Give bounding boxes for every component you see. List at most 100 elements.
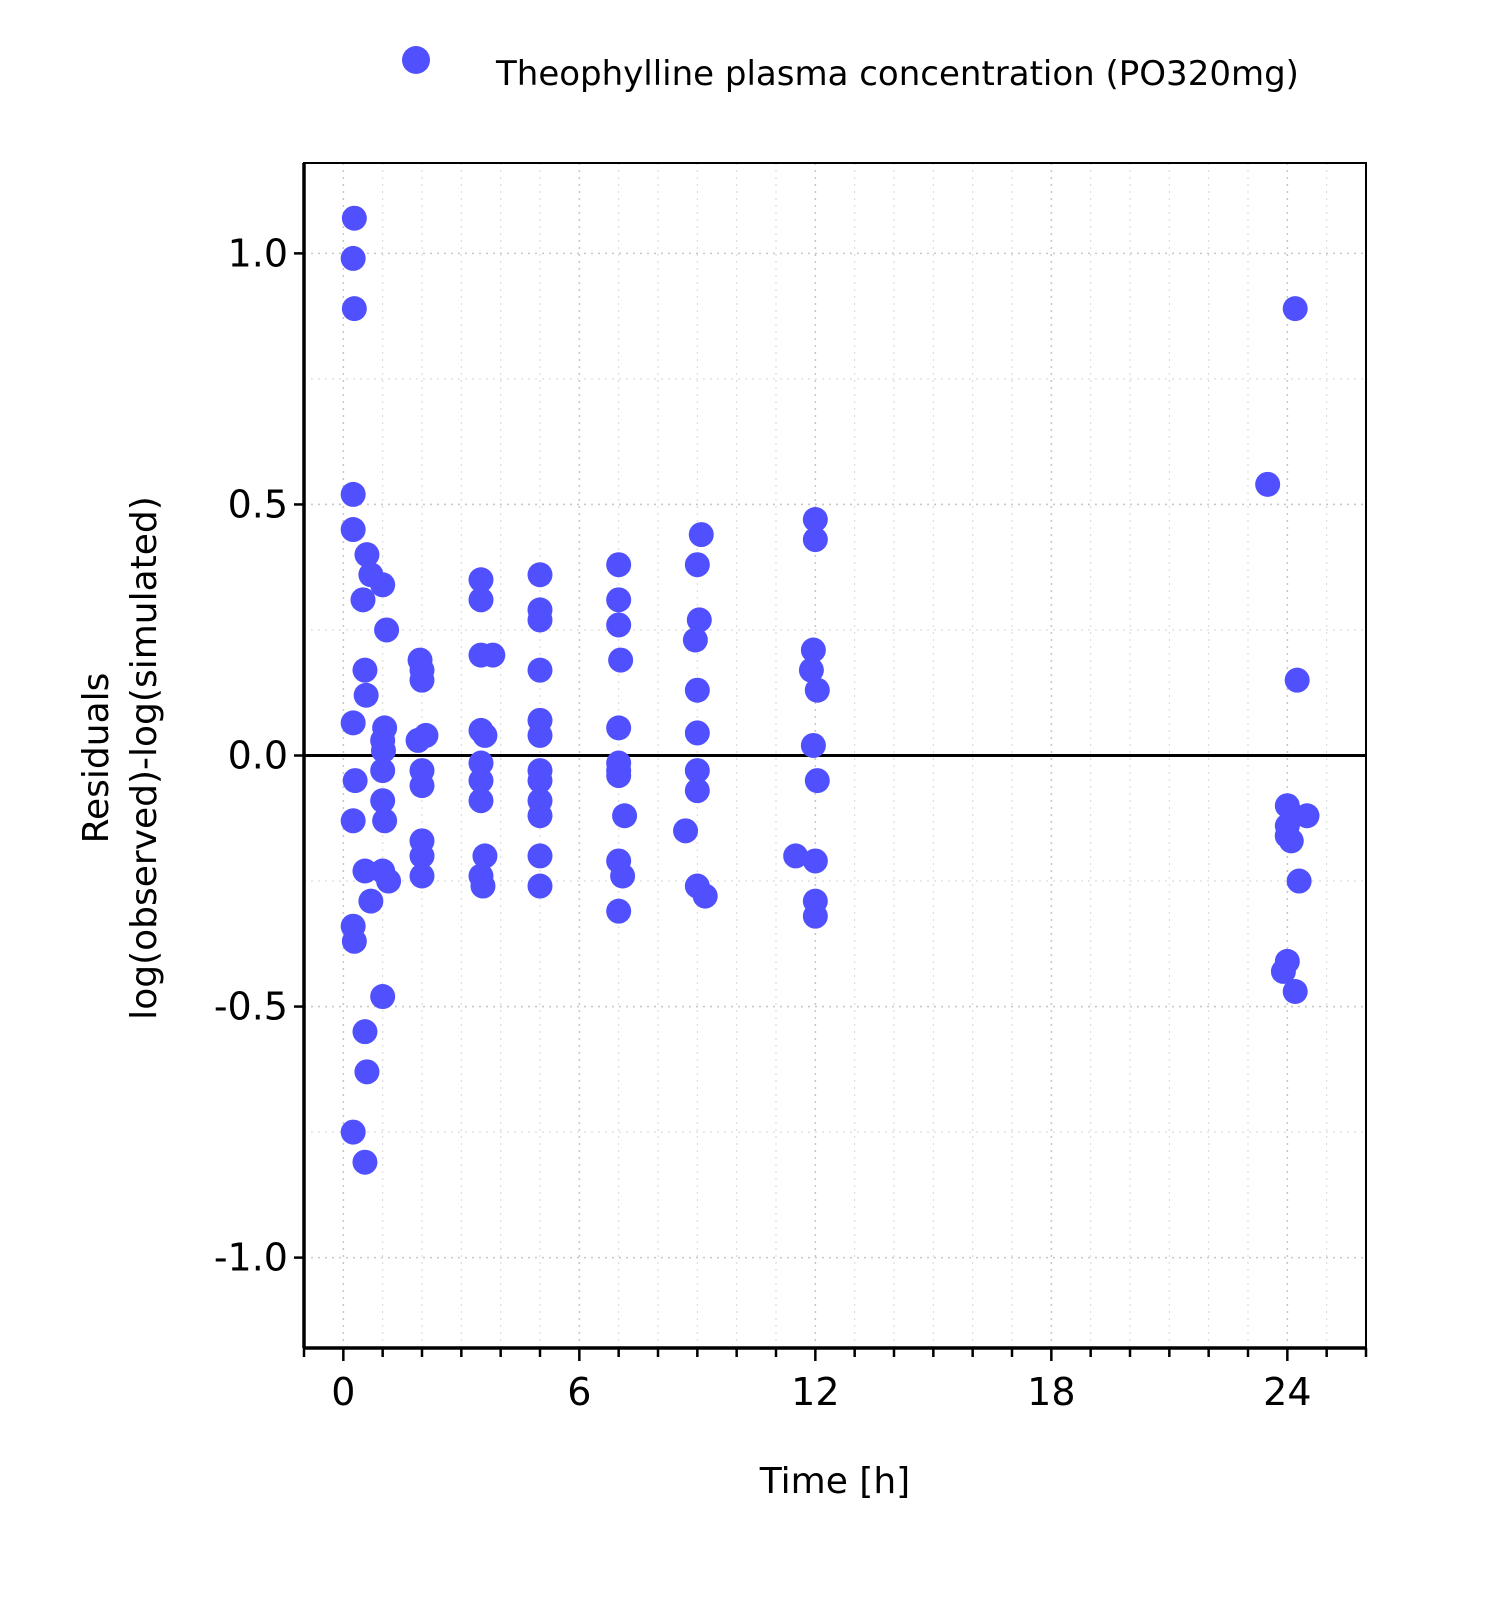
- data-point: [409, 773, 435, 799]
- data-points: [340, 205, 1320, 1175]
- data-point: [413, 722, 439, 748]
- data-point: [673, 818, 699, 844]
- data-point: [612, 803, 638, 829]
- y-tick-label: 0.5: [228, 482, 288, 526]
- data-point: [684, 677, 710, 703]
- data-point: [353, 682, 379, 708]
- data-point: [370, 788, 396, 814]
- data-point: [527, 803, 553, 829]
- data-point: [798, 657, 824, 683]
- data-point: [1284, 667, 1310, 693]
- data-point: [688, 522, 714, 548]
- data-point: [409, 843, 435, 869]
- data-point: [608, 647, 634, 673]
- data-point: [684, 552, 710, 578]
- data-point: [1255, 471, 1281, 497]
- data-point: [1282, 296, 1308, 322]
- data-point: [527, 607, 553, 633]
- data-point: [606, 898, 632, 924]
- data-point: [354, 1059, 380, 1085]
- data-point: [472, 722, 498, 748]
- data-point: [802, 903, 828, 929]
- data-point: [352, 1149, 378, 1175]
- y-tick-label: 1.0: [228, 231, 288, 275]
- data-point: [352, 657, 378, 683]
- data-point: [468, 768, 494, 794]
- data-point: [802, 527, 828, 553]
- data-point: [340, 808, 366, 834]
- data-point: [340, 710, 366, 736]
- legend-marker: [402, 46, 430, 74]
- data-point: [684, 758, 710, 784]
- y-tick-label: 0.0: [228, 734, 288, 778]
- data-point: [800, 637, 826, 663]
- x-tick-label: 24: [1263, 1370, 1311, 1414]
- legend-label: Theophylline plasma concentration (PO320…: [495, 54, 1299, 94]
- data-point: [527, 722, 553, 748]
- data-point: [684, 778, 710, 804]
- data-point: [802, 507, 828, 533]
- data-point: [606, 612, 632, 638]
- data-point: [1274, 823, 1300, 849]
- x-tick-label: 18: [1027, 1370, 1075, 1414]
- data-point: [527, 873, 553, 899]
- y-tick-label: -1.0: [214, 1236, 288, 1280]
- data-point: [470, 873, 496, 899]
- data-point: [606, 763, 632, 789]
- data-point: [409, 863, 435, 889]
- data-point: [341, 205, 367, 231]
- data-point: [783, 843, 809, 869]
- data-point: [480, 642, 506, 668]
- data-point: [340, 1119, 366, 1145]
- data-point: [682, 627, 708, 653]
- data-point: [341, 928, 367, 954]
- x-tick-label: 12: [791, 1370, 839, 1414]
- data-point: [352, 858, 378, 884]
- data-point: [1294, 803, 1320, 829]
- data-point: [800, 732, 826, 758]
- data-point: [1282, 978, 1308, 1004]
- x-axis-title: Time [h]: [759, 1461, 910, 1502]
- data-point: [804, 677, 830, 703]
- x-axis-ticks: 0 6 12 18 24: [302, 1348, 1368, 1414]
- data-point: [606, 552, 632, 578]
- data-point: [374, 617, 400, 643]
- data-point: [1270, 958, 1296, 984]
- data-point: [340, 245, 366, 271]
- data-point: [527, 562, 553, 588]
- data-point: [468, 750, 494, 776]
- data-point: [468, 567, 494, 593]
- data-point: [370, 984, 396, 1010]
- x-tick-label: 0: [331, 1370, 355, 1414]
- data-point: [606, 715, 632, 741]
- data-point: [340, 517, 366, 543]
- data-point: [606, 587, 632, 613]
- data-point: [804, 768, 830, 794]
- data-point: [376, 868, 402, 894]
- data-point: [527, 657, 553, 683]
- data-point: [1286, 868, 1312, 894]
- data-point: [692, 883, 718, 909]
- data-point: [370, 758, 396, 784]
- data-point: [527, 768, 553, 794]
- data-point: [340, 481, 366, 507]
- data-point: [354, 542, 380, 568]
- data-point: [342, 768, 368, 794]
- data-point: [1274, 793, 1300, 819]
- legend: Theophylline plasma concentration (PO320…: [402, 46, 1299, 94]
- data-point: [684, 720, 710, 746]
- data-point: [350, 587, 376, 613]
- y-axis-title: Residuals log(observed)-log(simulated): [76, 496, 165, 1020]
- data-point: [409, 667, 435, 693]
- data-point: [370, 572, 396, 598]
- data-point: [352, 1019, 378, 1045]
- data-point: [468, 587, 494, 613]
- data-point: [472, 843, 498, 869]
- data-point: [468, 788, 494, 814]
- data-point: [686, 607, 712, 633]
- data-point: [358, 888, 384, 914]
- data-point: [610, 863, 636, 889]
- x-tick-label: 6: [567, 1370, 591, 1414]
- data-point: [372, 808, 398, 834]
